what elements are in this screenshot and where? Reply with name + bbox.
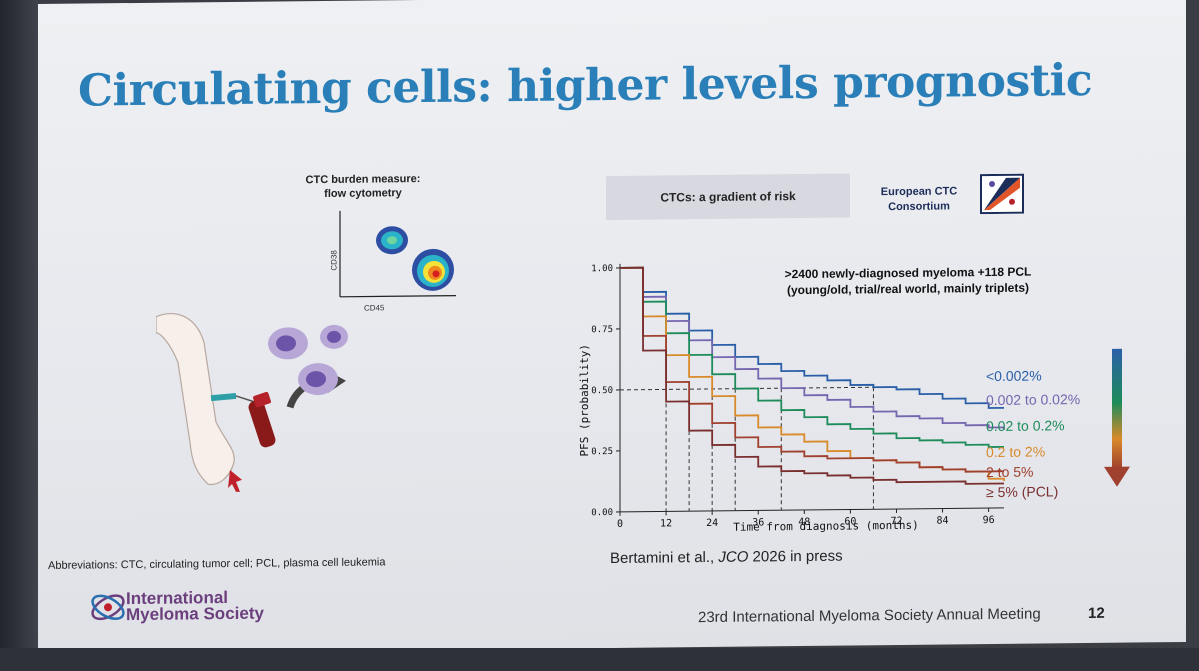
screen-bottom-edge <box>0 648 1199 671</box>
flow-cytometry-plot <box>339 210 456 298</box>
km-curve-5 <box>620 266 1004 485</box>
y-tick-label: 0.75 <box>591 325 613 335</box>
flow-x-label: CD45 <box>364 303 385 313</box>
screen-left-edge <box>0 0 38 671</box>
km-curve-2 <box>620 266 1004 448</box>
legend-entry: 0.02 to 0.2% <box>986 417 1065 435</box>
ims-line2: Myeloma Society <box>126 603 264 625</box>
slide-title: Circulating cells: higher levels prognos… <box>78 54 1093 117</box>
legend-entry: 0.2 to 2% <box>986 443 1046 461</box>
consortium-label: European CTC Consortium <box>864 184 974 215</box>
european-ctc-consortium-logo <box>980 173 1024 215</box>
chart-x-axis <box>620 507 1004 513</box>
x-tick-label: 0 <box>617 519 623 530</box>
legend-entry: <0.002% <box>986 367 1042 385</box>
ctc-burden-label: CTC burden measure: flow cytometry <box>278 172 448 202</box>
x-tick-label: 12 <box>660 518 672 529</box>
ctc-label-line2: flow cytometry <box>324 187 402 201</box>
y-tick-label: 0.00 <box>591 508 613 518</box>
x-tick-label: 84 <box>937 515 949 526</box>
tumor-cells-illustration <box>268 324 348 396</box>
ims-logo-icon <box>91 594 125 621</box>
legend-entry: 0.002 to 0.02% <box>986 391 1081 409</box>
pfs-kaplan-meier-chart: 0.00 0.25 0.50 0.75 1.00 0 12 24 36 48 60 72 84 96 >2… <box>578 263 1032 534</box>
chart-y-axis-label: PFS (probability) <box>578 344 591 457</box>
presentation-slide: Circulating cells: higher levels prognos… <box>38 0 1186 655</box>
risk-gradient-arrow <box>1104 348 1130 487</box>
consortium-line1: European CTC <box>880 185 958 199</box>
x-tick-label: 24 <box>706 518 718 529</box>
cursor-icon <box>228 469 242 492</box>
y-tick-label: 0.25 <box>591 447 613 457</box>
reference-prefix: Bertamini et al., <box>610 548 719 568</box>
flow-y-label: CD38 <box>329 250 339 271</box>
x-tick-label: 48 <box>798 517 810 528</box>
reference-suffix: 2026 in press <box>748 547 843 566</box>
tumor-cell-icon <box>268 327 308 360</box>
x-tick-label: 60 <box>844 516 856 527</box>
legend-entry: 2 to 5% <box>986 463 1034 481</box>
chart-legend: <0.002% 0.002 to 0.02% 0.02 to 0.2% 0.2 to … <box>38 0 1186 500</box>
cd45-cluster <box>412 248 454 291</box>
consortium-line2: Consortium <box>888 200 950 214</box>
tumor-cell-icon <box>320 324 348 349</box>
chart-annotation-line1: >2400 newly-diagnosed myeloma +118 PCL <box>785 265 1032 282</box>
legend-entry: ≥ 5% (PCL) <box>986 483 1059 501</box>
reference-citation: Bertamini et al., JCO 2026 in press <box>610 548 843 567</box>
blood-tube-icon <box>248 399 276 448</box>
km-curve-4 <box>620 266 1004 473</box>
km-curve-3 <box>620 266 1005 482</box>
x-tick-label: 96 <box>983 515 995 526</box>
ims-name: International Myeloma Society <box>126 588 264 625</box>
x-tick-label: 72 <box>890 516 902 527</box>
chart-annotation-line2: (young/old, trial/real world, mainly tri… <box>787 281 1029 298</box>
page-number: 12 <box>1088 604 1105 623</box>
reference-journal: JCO <box>718 548 749 566</box>
cd38-cluster <box>376 226 408 255</box>
x-tick-label: 36 <box>752 517 764 528</box>
meeting-footer: 23rd International Myeloma Society Annua… <box>698 605 1041 627</box>
y-tick-label: 1.00 <box>591 264 613 274</box>
tumor-cell-icon <box>298 363 338 396</box>
chart-x-axis-label: Time from diagnosis (months) <box>733 519 918 534</box>
abbreviations-note: Abbreviations: CTC, circulating tumor ce… <box>48 556 386 572</box>
risk-gradient-box: CTCs: a gradient of risk <box>606 173 850 221</box>
y-tick-label: 0.50 <box>591 386 613 396</box>
